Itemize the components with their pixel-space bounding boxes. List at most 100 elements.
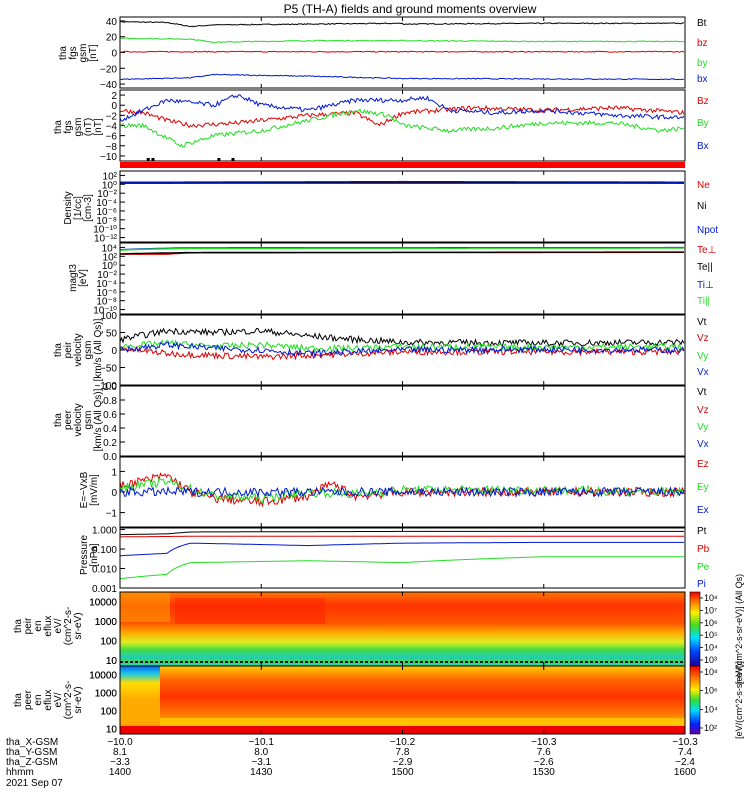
ylabel-line: gsm — [78, 44, 89, 63]
ylabel-line: [nPa] — [89, 543, 100, 567]
ylabel-line: tha — [13, 619, 24, 633]
ytick-label: 10⁻⁸ — [96, 216, 117, 227]
ytick-label: 10 — [106, 656, 118, 667]
panel-fgs-gsm-nt-ylabel: tha fgs gsm (nT) [nT] — [53, 118, 104, 137]
ylabel-line: (nT) — [83, 118, 94, 136]
colorbar-tick-label: 10⁸ — [704, 667, 718, 677]
ytick-label: 0.2 — [103, 438, 117, 449]
ytick-label: −6 — [106, 132, 118, 143]
legend-Vx: Vx — [697, 367, 709, 378]
ytick-label: 10⁻⁸ — [96, 297, 117, 308]
ylabel-line: peer — [23, 689, 34, 710]
ytick-label: 1000 — [95, 689, 118, 700]
series-line-Vz — [119, 345, 685, 361]
ytick-label: 10⁻¹² — [94, 234, 118, 245]
ylabel-line: en — [33, 620, 44, 631]
panel-fgs-gsm-nt-series — [119, 94, 685, 148]
ylabel-line: E=−VxB — [79, 471, 90, 508]
series-line-Ey — [119, 477, 685, 504]
panel-ion-velocity-series — [119, 327, 685, 361]
series-line-by — [119, 37, 685, 44]
ytick-label: 10000 — [89, 597, 117, 608]
ylabel-line: peer — [63, 409, 74, 430]
ytick-label: 0 — [111, 488, 117, 499]
x-row-value: −2.4 — [675, 757, 695, 768]
panel-electron-spectrogram-ylabel: tha peer en eflux eV/(cm^2-s-sr-eV) — [13, 681, 84, 720]
series-line-Bt — [119, 20, 684, 28]
x-axis-ticks — [119, 17, 686, 734]
colorbar-tick-label: 10⁴ — [704, 704, 718, 714]
ylabel-line: en — [33, 694, 44, 705]
colorbar-tick-label: 10⁸ — [704, 593, 718, 603]
x-axis-date: 2021 Sep 07 — [6, 778, 63, 789]
legend-Npot: Npot — [697, 225, 718, 236]
legend-Vz: Vz — [697, 405, 709, 416]
ytick-label: 0 — [111, 49, 117, 60]
ytick-label: 100 — [100, 311, 117, 322]
x-row-label: hhmm — [6, 767, 34, 778]
x-row-value: 1500 — [391, 767, 414, 778]
mode-flag-markers — [146, 158, 235, 161]
flag-marker — [231, 158, 235, 161]
series-line-Ex — [119, 485, 685, 499]
panel-fgs-gsm-ylabel: tha fgs gsm [nT] — [58, 44, 99, 63]
panel-pressure-ylabel: Pressure [nPa] — [79, 535, 100, 575]
ytick-label: 10⁻⁶ — [96, 207, 117, 218]
legend-Pb: Pb — [697, 544, 710, 555]
legend-Vx: Vx — [697, 439, 709, 450]
colorbar-ion-gradient — [689, 591, 701, 667]
panel-electron-velocity-ylabel: tha peer velocity gsm [km/s (All Qs)] — [53, 388, 104, 451]
ytick-label: 1.000 — [92, 526, 117, 537]
x-row-value: 1400 — [109, 767, 132, 778]
ytick-label: −8 — [106, 142, 118, 153]
legend-bz: bz — [697, 38, 708, 49]
panel-fgs-gsm-series — [119, 20, 685, 81]
legend-Ni: Ni — [697, 201, 706, 212]
series-line-Npot — [120, 180, 684, 183]
series-line-Pb — [120, 535, 684, 538]
series-line-Vy — [119, 339, 685, 353]
colorbar-tick-label: 10⁴ — [704, 643, 718, 653]
panel-temperature-ylabel: magt3 [eV] — [68, 264, 89, 292]
series-line-Vx — [119, 341, 685, 359]
ylabel-line: [nT] — [88, 44, 99, 61]
panel-fgs-gsm-nt-legend: Bz By Bx — [697, 96, 709, 152]
series-line-bz — [120, 50, 685, 53]
panel-pressure-series — [119, 530, 684, 580]
x-row-value: −2.9 — [393, 757, 413, 768]
ylabel-line: (cm^2-s- — [63, 607, 74, 646]
x-row-value: −10.3 — [672, 737, 698, 748]
ylabel-line: [eV] — [78, 269, 89, 287]
ylabel-line: eV/ — [53, 692, 64, 707]
x-row-value: −2.6 — [534, 757, 554, 768]
ytick-label: 10⁻¹⁰ — [93, 306, 117, 317]
series-line-Ti|| — [120, 247, 684, 251]
ytick-label: 10 — [106, 656, 118, 667]
ytick-label: 1000 — [95, 617, 118, 628]
ytick-label: 10⁴ — [102, 243, 117, 254]
ytick-label: 1 — [111, 467, 117, 478]
x-row-label: tha_X-GSM — [6, 737, 58, 748]
ytick-label: 10⁻² — [97, 189, 117, 200]
ion-spectrogram-early-band — [120, 592, 170, 622]
ytick-label: 0 — [111, 346, 117, 357]
panel-pressure-frame — [119, 527, 686, 589]
ytick-label: 10⁻⁶ — [96, 288, 117, 299]
legend-Pt: Pt — [697, 526, 707, 537]
series-line-Vt — [119, 327, 685, 348]
panel-temperature-series — [119, 246, 684, 255]
plot-title: P5 (TH-A) fields and ground moments over… — [284, 2, 537, 16]
ytick-label: 10000 — [89, 671, 117, 682]
panel-fgs-gsm: 40 20 0 −20 −40 tha fgs gsm [nT] Bt bz by bx — [58, 16, 708, 91]
ylabel-line: [nT] — [93, 118, 104, 135]
ylabel-line: (cm^2-s- — [63, 681, 74, 720]
ylabel-line: peir — [23, 617, 34, 634]
ylabel-line: Pressure — [79, 535, 90, 575]
ytick-label: 10⁻⁴ — [96, 198, 117, 209]
ylabel-line: eflux — [43, 689, 54, 710]
